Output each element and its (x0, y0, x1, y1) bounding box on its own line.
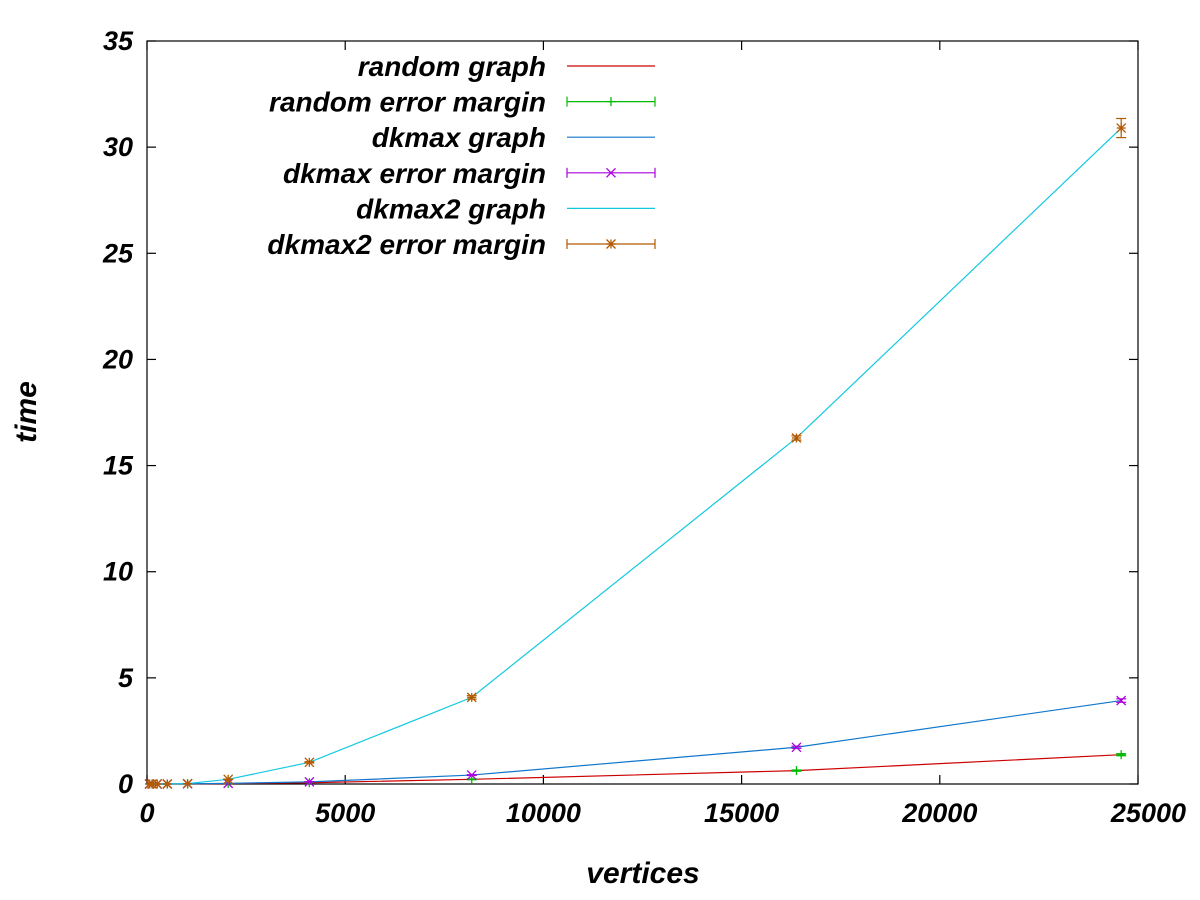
y-tick-label: 25 (102, 238, 134, 268)
y-tick-label: 20 (102, 344, 133, 374)
series-dkmax2-graph (149, 127, 1122, 785)
x-axis-label: vertices (586, 857, 699, 890)
x-tick-label: 0 (139, 798, 154, 828)
x-tick-label: 5000 (315, 798, 375, 828)
legend-item-dkmax2-error-margin: dkmax2 error margin (267, 229, 656, 260)
series-dkmax2-error-margin (144, 117, 1127, 789)
data-point (467, 774, 477, 784)
legend-label: dkmax graph (372, 122, 546, 153)
x-axis: 0 5000 10000 15000 20000 25000 (139, 41, 1186, 828)
data-point (1116, 695, 1127, 706)
marker-stroke (1116, 123, 1127, 133)
plot-border (146, 40, 1139, 785)
data-point (162, 779, 173, 789)
legend: random graph random error margin dkmax gra… (267, 51, 656, 260)
marker-stroke (162, 779, 173, 789)
y-axis: 0 5 10 15 20 25 30 35 (102, 26, 1138, 799)
marker-stroke (152, 779, 163, 789)
data-point (304, 776, 315, 787)
y-tick-label: 5 (118, 663, 134, 693)
marker-stroke (182, 778, 193, 789)
y-axis-label: time (10, 381, 43, 443)
legend-label: dkmax2 graph (356, 193, 546, 224)
legend-marker (606, 97, 616, 107)
series-line-random-graph (149, 754, 1122, 785)
marker-stroke (791, 742, 802, 753)
data-point (182, 778, 193, 789)
legend-item-random-error-margin: random error margin (269, 87, 656, 118)
data-point (1116, 123, 1127, 133)
x-tick-label: 10000 (506, 798, 581, 828)
legend-item-dkmax2-graph: dkmax2 graph (356, 193, 655, 224)
marker-stroke (606, 167, 616, 178)
marker-stroke (304, 757, 315, 768)
y-tick-label: 15 (103, 451, 134, 481)
legend-marker (606, 167, 616, 178)
y-tick-label: 30 (103, 132, 133, 162)
marker-stroke (304, 776, 315, 787)
legend-item-dkmax-graph: dkmax graph (372, 122, 655, 153)
marker-stroke (1116, 695, 1127, 706)
data-point (1116, 750, 1126, 760)
legend-item-dkmax-error-margin: dkmax error margin (283, 158, 656, 189)
data-point (223, 774, 234, 785)
data-point (466, 770, 477, 781)
series-random-graph (149, 754, 1122, 785)
data-point (791, 433, 802, 443)
data-point (152, 779, 163, 789)
legend-label: dkmax error margin (283, 158, 546, 189)
series-dkmax-graph (149, 699, 1122, 785)
legend-label: dkmax2 error margin (267, 229, 546, 260)
data-point (304, 757, 315, 768)
legend-label: random graph (358, 51, 546, 82)
marker-stroke (466, 692, 477, 703)
legend-label: random error margin (269, 87, 546, 118)
data-point (791, 766, 801, 776)
series-layer (144, 117, 1127, 789)
x-tick-label: 20000 (901, 798, 977, 828)
marker-stroke (466, 770, 477, 781)
marker-stroke (147, 779, 158, 789)
legend-marker (606, 239, 616, 249)
y-tick-label: 0 (118, 769, 133, 799)
marker-stroke (606, 239, 616, 249)
x-tick-label: 15000 (704, 798, 779, 828)
plot-area (146, 40, 1139, 785)
marker-stroke (223, 774, 234, 785)
data-point (466, 692, 477, 703)
y-tick-label: 35 (103, 26, 134, 56)
legend-item-random-graph: random graph (358, 51, 655, 82)
y-tick-label: 10 (103, 557, 133, 587)
series-line-dkmax-graph (149, 699, 1122, 785)
series-line-dkmax2-graph (149, 127, 1122, 785)
data-point (791, 742, 802, 753)
x-tick-label: 25000 (1110, 798, 1186, 828)
marker-stroke (791, 433, 802, 443)
